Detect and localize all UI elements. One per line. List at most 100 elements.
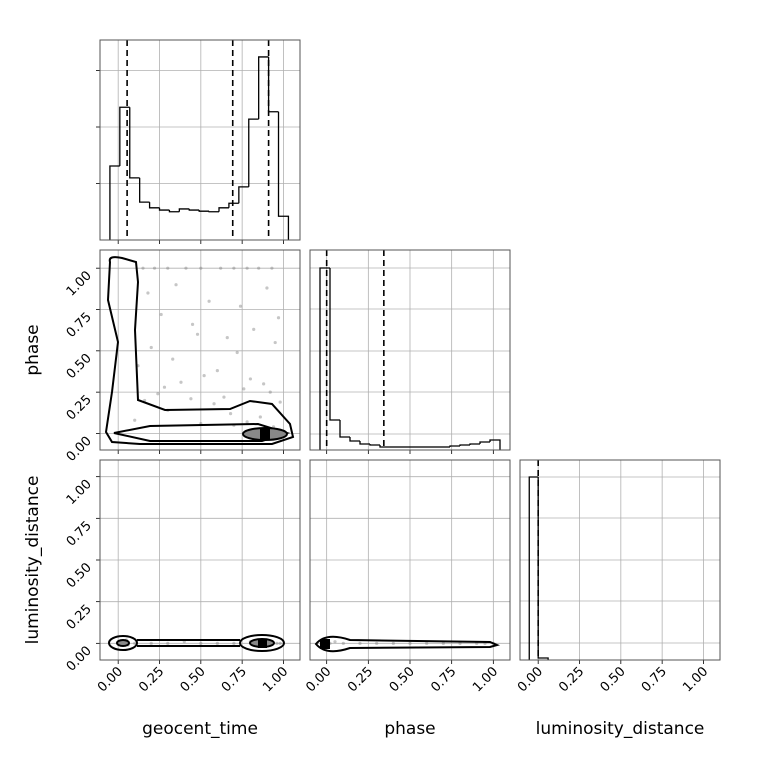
panel-frame (99, 249, 301, 451)
sample-point (199, 266, 203, 270)
sample-point (235, 350, 239, 355)
sample-point (133, 641, 137, 645)
sample-point (245, 420, 249, 424)
sample-point (149, 641, 153, 645)
hist-step (188, 208, 200, 211)
panel-frame (99, 459, 301, 661)
sample-point (273, 340, 277, 345)
hist-step (379, 445, 390, 448)
sample-point (189, 397, 193, 401)
hist-step (258, 56, 269, 120)
hist-step (238, 186, 249, 204)
sample-point (257, 266, 261, 270)
hist-step (277, 111, 290, 240)
sample-point (199, 641, 203, 645)
x-axis-label: phase (384, 719, 435, 739)
panel-frame (519, 459, 721, 661)
hist-step (248, 118, 259, 187)
panel (96, 39, 301, 244)
sample-point (202, 374, 206, 378)
sample-point (225, 336, 229, 340)
hist-step (208, 211, 220, 213)
sample-point (179, 380, 183, 384)
hist-step (228, 202, 239, 208)
density-peak (260, 429, 270, 439)
sample-point (195, 332, 200, 336)
sample-point (232, 641, 236, 645)
hist-step (359, 441, 370, 445)
density-peak (320, 639, 330, 649)
hist-step (339, 420, 350, 438)
hist-step (129, 107, 140, 179)
sample-point (375, 641, 379, 645)
hist-step (479, 441, 490, 444)
sample-point (408, 641, 412, 645)
sample-point (265, 286, 269, 290)
sample-point (248, 377, 253, 381)
sample-point (270, 266, 274, 270)
x-axis-label: luminosity_distance (536, 719, 705, 739)
sample-point (242, 387, 246, 391)
sample-point (146, 291, 150, 295)
hist-step (469, 443, 480, 445)
hist-step (148, 202, 160, 209)
sample-point (245, 266, 249, 270)
contour (137, 639, 240, 647)
hist-step (369, 444, 380, 446)
sample-point (276, 316, 281, 320)
hist-step (158, 207, 170, 211)
hist-step (349, 437, 360, 442)
sample-point (152, 266, 157, 270)
sample-point (391, 641, 395, 645)
contour (104, 256, 295, 445)
sample-point (166, 641, 170, 645)
sample-point (441, 641, 445, 645)
sample-point (156, 392, 160, 396)
x-axis-label: geocent_time (142, 719, 258, 739)
contour (108, 635, 138, 651)
sample-point (232, 266, 236, 270)
sample-point (141, 266, 145, 270)
contour (314, 635, 500, 653)
sample-point (215, 641, 219, 645)
hist-step (139, 177, 150, 203)
hist-step (528, 476, 539, 660)
sample-point (166, 266, 170, 270)
sample-point (268, 390, 272, 394)
hist-step (329, 268, 340, 421)
hist-step (319, 267, 330, 450)
sample-point (162, 385, 167, 389)
contour (116, 639, 130, 647)
sample-point (133, 418, 137, 422)
panel (309, 249, 511, 454)
hist-step (109, 165, 120, 240)
sample-point (278, 641, 282, 645)
sample-point (341, 641, 345, 645)
hist-step (459, 444, 470, 446)
sample-point (333, 640, 337, 644)
y-axis-label: luminosity_distance (23, 476, 43, 645)
hist-step (537, 477, 549, 660)
sample-point (190, 322, 195, 326)
panel-frame (309, 249, 511, 451)
contour (239, 634, 285, 652)
sample-point (174, 283, 178, 287)
density-peak (258, 639, 267, 648)
sample-point (258, 415, 262, 419)
panel-frame (99, 39, 301, 241)
sample-point (149, 345, 153, 350)
sample-point (222, 395, 226, 399)
hist-step (178, 208, 190, 212)
sample-point (215, 369, 219, 373)
hist-step (489, 439, 501, 450)
sample-point (219, 266, 223, 270)
sample-point (207, 299, 211, 303)
y-axis-label: phase (23, 324, 43, 375)
sample-point (358, 641, 362, 645)
panel-frame (309, 459, 511, 661)
sample-point (212, 402, 216, 406)
hist-step (198, 210, 210, 212)
sample-point (275, 641, 279, 645)
sample-point (159, 312, 163, 317)
